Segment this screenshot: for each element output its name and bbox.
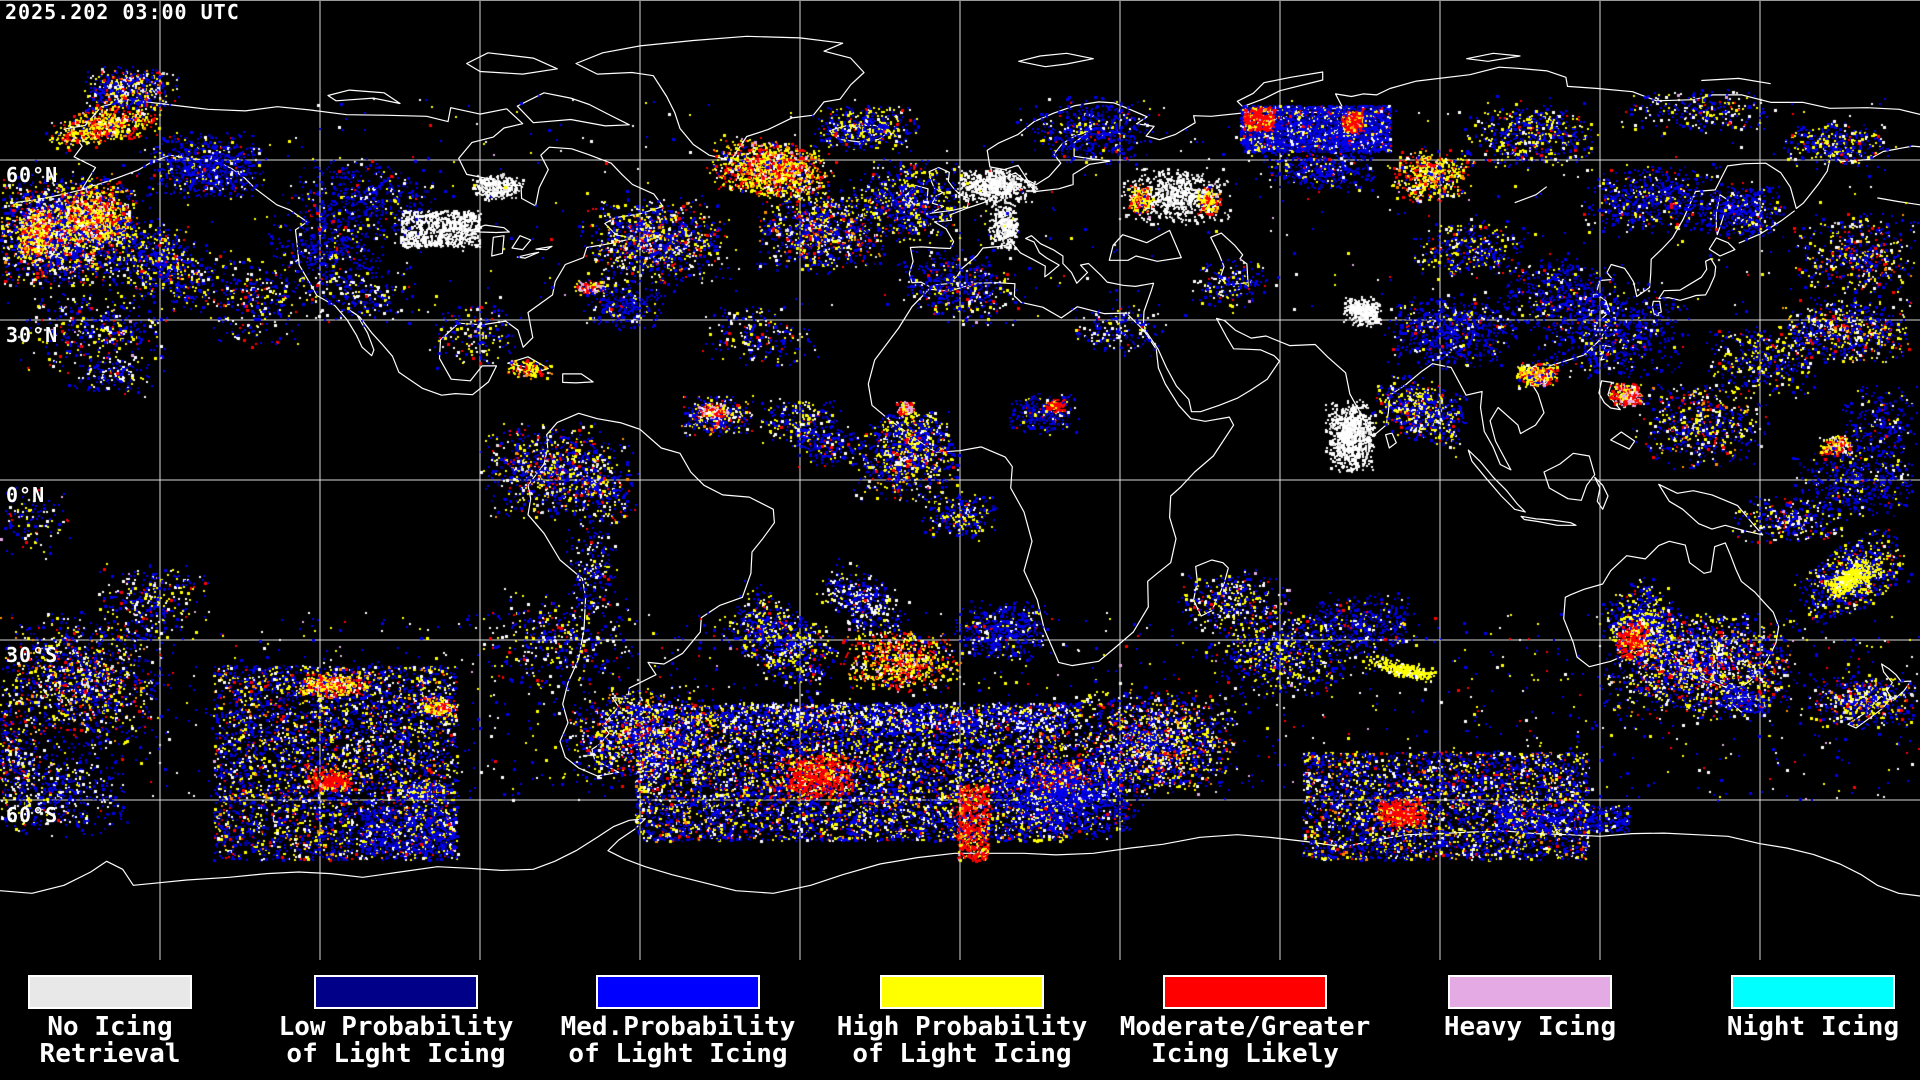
legend-label-low-prob-light-icing: Low Probability of Light Icing — [278, 1012, 514, 1069]
timestamp-label: 2025.202 03:00 UTC — [5, 0, 240, 24]
legend-swatch-high-prob-light-icing — [880, 975, 1044, 1009]
legend-item-heavy-icing: Heavy Icing — [1390, 975, 1670, 1041]
lat-label-60N: 60°N — [6, 163, 59, 187]
lat-label-0N: 0°N — [6, 483, 46, 507]
legend-item-med-prob-light-icing: Med.Probability of Light Icing — [538, 975, 818, 1068]
legend-label-high-prob-light-icing: High Probability of Light Icing — [836, 1012, 1088, 1069]
legend-label-night-icing: Night Icing — [1726, 1012, 1900, 1042]
lat-label-30S: 30°S — [6, 643, 59, 667]
legend-item-high-prob-light-icing: High Probability of Light Icing — [822, 975, 1102, 1068]
legend-swatch-heavy-icing — [1448, 975, 1612, 1009]
legend-swatch-night-icing — [1731, 975, 1895, 1009]
legend-label-moderate-greater-icing: Moderate/Greater Icing Likely — [1119, 1012, 1371, 1069]
legend-item-moderate-greater-icing: Moderate/Greater Icing Likely — [1105, 975, 1385, 1068]
legend-item-no-icing-retrieval: No Icing Retrieval — [0, 975, 250, 1068]
legend-item-low-prob-light-icing: Low Probability of Light Icing — [256, 975, 536, 1068]
legend-bar: No Icing Retrieval Low Probability of Lig… — [0, 960, 1920, 1080]
lat-label-60S: 60°S — [6, 803, 59, 827]
icing-data-layer — [0, 0, 1920, 958]
lat-label-30N: 30°N — [6, 323, 59, 347]
legend-label-no-icing-retrieval: No Icing Retrieval — [39, 1012, 181, 1069]
legend-swatch-moderate-greater-icing — [1163, 975, 1327, 1009]
legend-swatch-med-prob-light-icing — [596, 975, 760, 1009]
legend-swatch-low-prob-light-icing — [314, 975, 478, 1009]
legend-swatch-no-icing-retrieval — [28, 975, 192, 1009]
legend-label-heavy-icing: Heavy Icing — [1443, 1012, 1617, 1042]
legend-label-med-prob-light-icing: Med.Probability of Light Icing — [560, 1012, 796, 1069]
legend-item-night-icing: Night Icing — [1673, 975, 1920, 1041]
